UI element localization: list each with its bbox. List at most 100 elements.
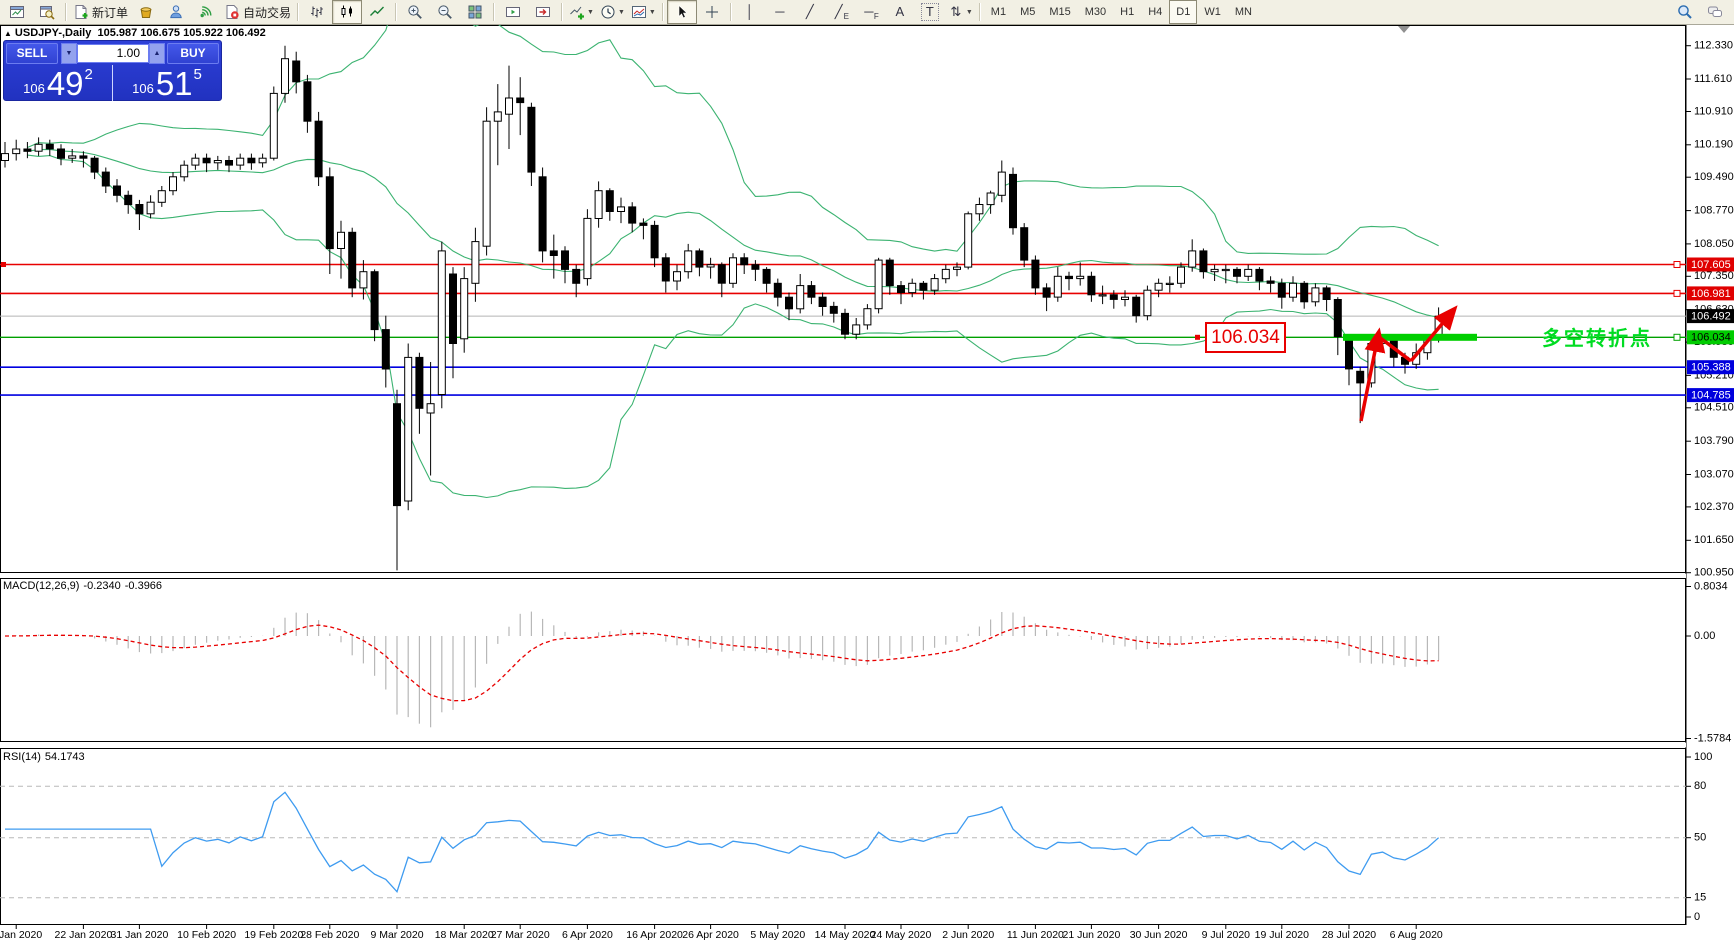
sell-price-display[interactable]: 106 49 2 [4, 65, 113, 101]
line-handle[interactable] [1673, 333, 1681, 341]
crosshair-icon [705, 6, 718, 18]
profile-preview-icon [40, 6, 55, 20]
fibonacci-tool[interactable]: ─ F [855, 0, 885, 24]
price-badge [1687, 286, 1734, 301]
indicators-icon [570, 6, 585, 20]
new-chart-button[interactable] [2, 0, 32, 24]
macd-axis-label: 0.8034 [1694, 580, 1728, 592]
sell-button[interactable]: SELL [6, 42, 58, 64]
price-callout-box[interactable]: 106.034 [1205, 322, 1286, 353]
dropdown-arrow-icon: ▼ [587, 8, 594, 16]
search-button[interactable] [1670, 0, 1700, 24]
date-tick-label: 22 Jan 2020 [54, 929, 112, 941]
price-tick-label: 110.910 [1694, 105, 1733, 117]
signals-button[interactable] [191, 0, 221, 24]
panel-splitter[interactable] [0, 743, 1686, 747]
volume-input[interactable]: 1.00 [77, 43, 149, 63]
paint-bucket-icon [140, 7, 152, 18]
line-chart-icon [370, 6, 385, 16]
line-handle[interactable] [1195, 334, 1200, 340]
rsi-axis-label: 50 [1694, 832, 1706, 844]
line-handle[interactable] [1673, 261, 1681, 268]
auto-trading-label: 自动交易 [243, 5, 292, 20]
down-leg[interactable] [1377, 335, 1413, 363]
styler-button[interactable] [131, 0, 161, 24]
crosshair-tool-button[interactable] [697, 0, 727, 24]
macd-label: MACD(12,26,9) -0.2340 -0.3966 [3, 580, 163, 592]
tf-h1-button[interactable]: H1 [1120, 6, 1135, 18]
price-tick-label: 112.330 [1694, 40, 1733, 52]
chat-button[interactable] [1700, 0, 1730, 24]
candlestick-chart-button[interactable] [332, 0, 363, 24]
cursor-tool-button[interactable] [666, 0, 697, 24]
tf-w1-button[interactable]: W1 [1204, 6, 1221, 18]
arrows-tool[interactable]: ⇅ ▼ [945, 0, 976, 24]
line-handle[interactable] [1673, 289, 1681, 297]
price-badge-label: 105.388 [1691, 362, 1731, 374]
turning-point-note[interactable]: 多空转折点 [1542, 328, 1652, 350]
tf-h4-button[interactable]: H4 [1148, 6, 1163, 18]
auto-trading-button[interactable]: 自动交易 [221, 0, 294, 24]
tf-m1-button[interactable]: M1 [990, 6, 1007, 18]
channel-tool[interactable]: ╱ E [825, 0, 855, 24]
shift-marker-icon[interactable] [1398, 26, 1410, 33]
price-tick-label: 109.490 [1694, 171, 1734, 183]
text-tool[interactable]: A [885, 0, 915, 24]
trendline-icon: ╱ [805, 4, 814, 19]
accounts-button[interactable] [161, 0, 191, 24]
zoom-in-icon [408, 5, 422, 19]
rsi-axis-label: 100 [1694, 751, 1712, 763]
buy-price-display[interactable]: 106 51 5 [132, 65, 202, 102]
indicators-button[interactable]: ▼ [566, 0, 597, 24]
text-label-tool[interactable]: T [915, 0, 945, 24]
volume-decrease-stepper[interactable]: ▼ [61, 42, 77, 64]
tf-m5-button[interactable]: M5 [1020, 6, 1036, 18]
trendline-tool[interactable]: ╱ [795, 0, 825, 24]
volume-increase-stepper[interactable]: ▲ [149, 42, 165, 64]
chart-shift-button[interactable] [528, 0, 558, 24]
tf-mn-button[interactable]: MN [1234, 6, 1252, 18]
rsi-label: RSI(14) 54.1743 [3, 751, 85, 763]
cursor-icon [678, 4, 688, 19]
up-arrow[interactable] [1359, 327, 1386, 422]
bar-chart-icon [311, 6, 323, 18]
date-tick-label: 2 Jun 2020 [942, 929, 994, 941]
auto-scroll-button[interactable] [498, 0, 528, 24]
bar-chart-button[interactable] [302, 0, 332, 24]
date-tick-label: 6 Aug 2020 [1390, 929, 1443, 941]
date-tick-label: 19 Jul 2020 [1255, 929, 1309, 941]
vertical-line-tool[interactable]: │ [735, 0, 765, 24]
panel-frames [0, 25, 1687, 925]
highlight-bar[interactable] [1343, 333, 1477, 341]
drawing-objects [1343, 26, 1477, 422]
date-tick-label: 11 Jun 2020 [1007, 929, 1064, 941]
line-chart-button[interactable] [362, 0, 392, 24]
zoom-in-button[interactable] [400, 0, 430, 24]
date-tick-label: 28 Jul 2020 [1322, 929, 1376, 941]
collapse-arrow-icon[interactable]: ▲ [4, 29, 12, 38]
templates-button[interactable]: ▼ [628, 0, 659, 24]
zoom-out-button[interactable] [430, 0, 460, 24]
dropdown-arrow-icon: ▼ [648, 8, 656, 16]
periods-button[interactable]: ▼ [597, 0, 628, 24]
date-tick-label: 3 Jan 2020 [0, 929, 42, 941]
up-arrow-2[interactable] [1409, 305, 1458, 363]
clock-icon [601, 5, 615, 19]
horizontal-line-tool[interactable]: ─ [765, 0, 795, 24]
tf-d1-button[interactable]: D1 [1169, 0, 1198, 24]
price-tick-label: 110.190 [1694, 139, 1733, 151]
date-tick-label: 9 Jul 2020 [1202, 929, 1251, 941]
panel-splitter[interactable] [0, 574, 1686, 578]
price-tick-label: 108.770 [1694, 205, 1734, 217]
buy-button[interactable]: BUY [167, 42, 219, 64]
rsi-axis-label: 15 [1694, 892, 1706, 904]
tf-m15-button[interactable]: M15 [1049, 6, 1071, 18]
toolbar: 新订单 自动交易 [0, 0, 1734, 25]
tile-windows-button[interactable] [460, 0, 490, 24]
new-order-button[interactable]: 新订单 [70, 0, 131, 24]
macd-main-value: -0.2340 [83, 580, 121, 592]
line-handle[interactable] [1, 262, 6, 267]
profiles-button[interactable] [32, 0, 62, 24]
tf-m30-button[interactable]: M30 [1084, 6, 1107, 18]
